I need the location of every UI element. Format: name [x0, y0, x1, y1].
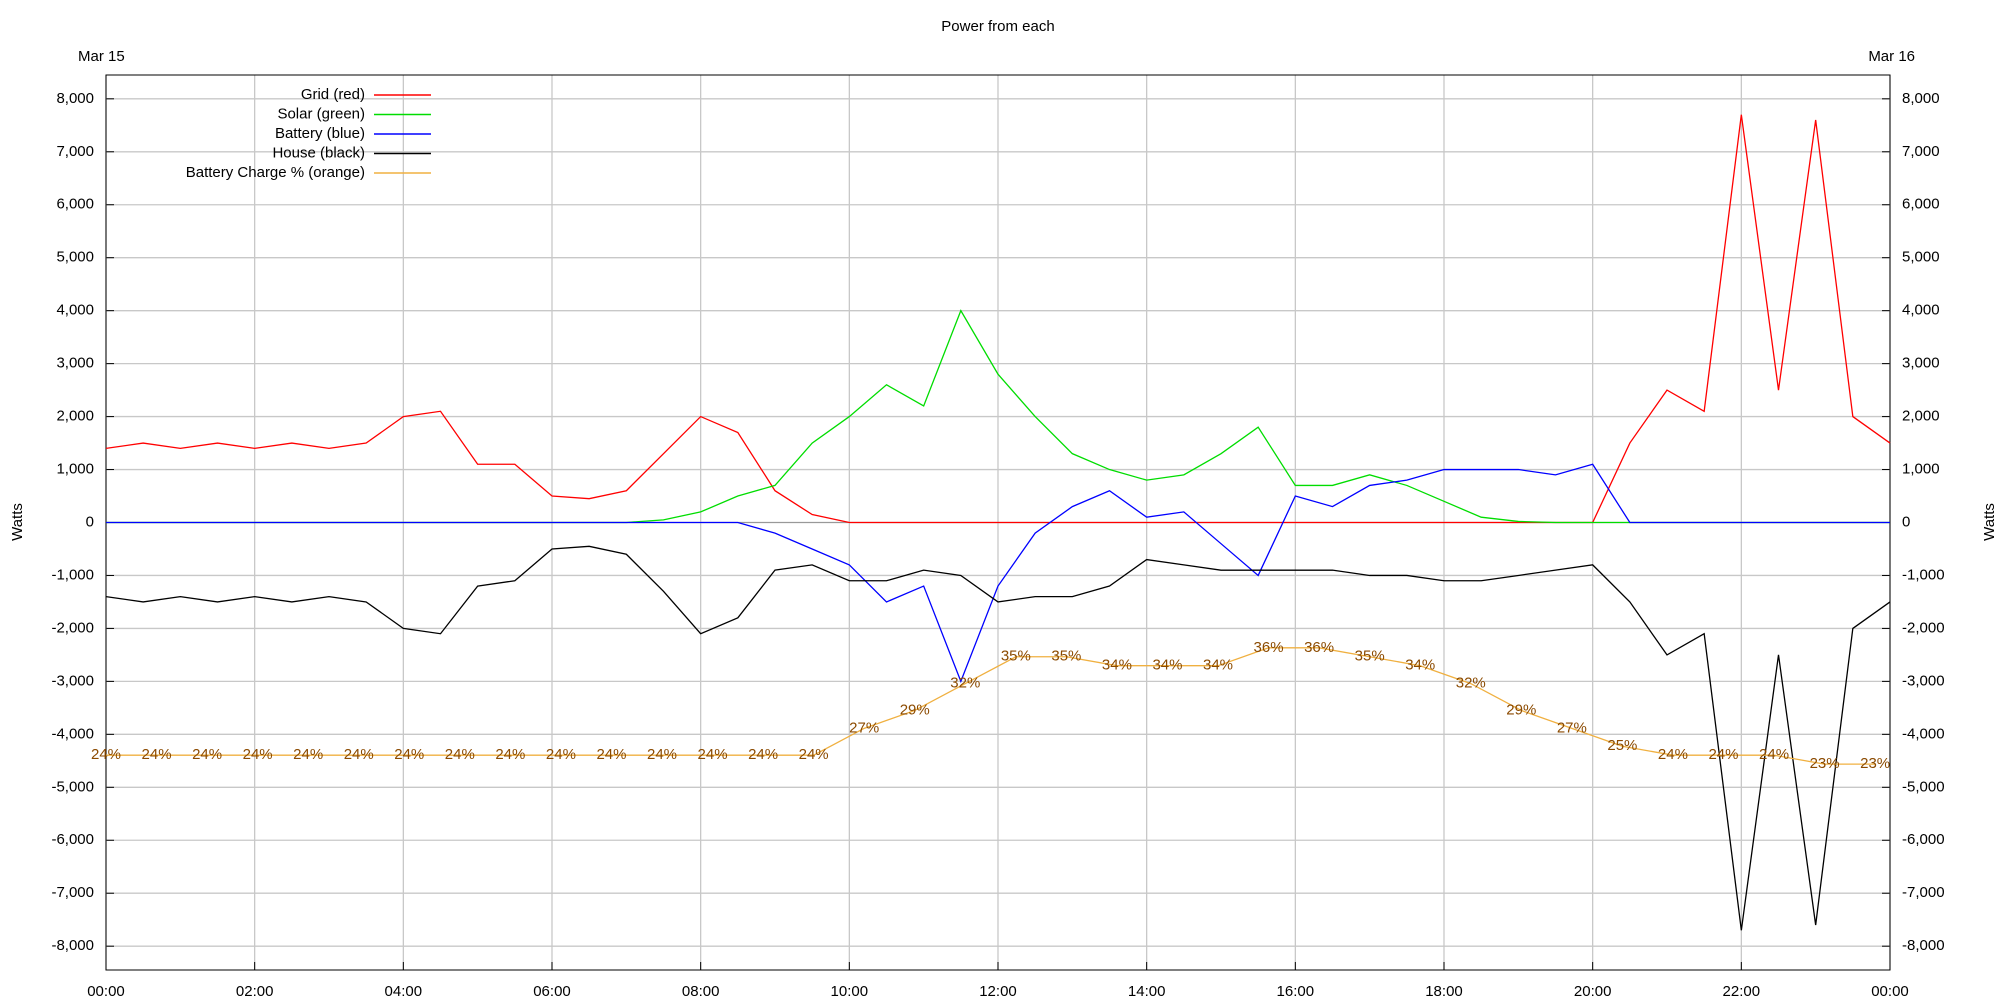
y2-tick-label: 5,000	[1902, 249, 1940, 266]
x-tick-label: 00:00	[1871, 983, 1909, 1000]
x-tick-label: 20:00	[1574, 983, 1612, 1000]
value-label: 27%	[849, 719, 879, 736]
y-tick-label: 0	[86, 513, 94, 530]
value-label: 36%	[1254, 639, 1284, 656]
series-line	[106, 463, 1890, 684]
y-tick-label: -1,000	[51, 566, 94, 583]
y2-tick-label: 0	[1902, 513, 1910, 530]
y-tick-label: -4,000	[51, 725, 94, 742]
y2-tick-label: -5,000	[1902, 778, 1945, 795]
value-label: 24%	[1708, 746, 1738, 763]
y2-tick-label: 8,000	[1902, 90, 1940, 107]
value-label: 24%	[546, 746, 576, 763]
y2-tick-label: -8,000	[1902, 937, 1945, 954]
value-label: 34%	[1405, 657, 1435, 674]
x-tick-label: 00:00	[87, 983, 125, 1000]
y-tick-label: -2,000	[51, 619, 94, 636]
y-tick-label: -6,000	[51, 831, 94, 848]
value-label: 23%	[1810, 755, 1840, 772]
value-label: 24%	[799, 746, 829, 763]
value-label: 24%	[1759, 746, 1789, 763]
y-tick-label: -3,000	[51, 672, 94, 689]
y2-tick-label: 2,000	[1902, 408, 1940, 425]
value-label: 24%	[243, 746, 273, 763]
legend-label: House (black)	[272, 144, 365, 161]
y2-axis-label: Watts	[1981, 503, 1998, 541]
value-label: 24%	[495, 746, 525, 763]
y-tick-label: 1,000	[56, 461, 94, 478]
y2-tick-label: 6,000	[1902, 196, 1940, 213]
y-axis-label: Watts	[9, 503, 26, 541]
y-tick-label: 4,000	[56, 302, 94, 319]
value-label: 23%	[1860, 755, 1890, 772]
value-label: 24%	[1658, 746, 1688, 763]
y2-tick-label: 3,000	[1902, 355, 1940, 372]
legend-label: Solar (green)	[277, 105, 365, 122]
y-tick-label: 8,000	[56, 90, 94, 107]
y-tick-label: 3,000	[56, 355, 94, 372]
x-tick-label: 10:00	[831, 983, 869, 1000]
series-line	[105, 545, 1891, 931]
value-label: 24%	[596, 746, 626, 763]
date-end: Mar 16	[1868, 48, 1915, 65]
y-tick-label: -8,000	[51, 937, 94, 954]
x-tick-label: 16:00	[1277, 983, 1315, 1000]
y2-tick-label: -4,000	[1902, 725, 1945, 742]
series-line	[106, 647, 1876, 765]
legend-label: Battery (blue)	[275, 125, 365, 142]
value-label: 36%	[1304, 639, 1334, 656]
value-label: 24%	[192, 746, 222, 763]
y2-tick-label: 7,000	[1902, 143, 1940, 160]
value-label: 24%	[142, 746, 172, 763]
value-label: 32%	[950, 675, 980, 692]
value-label: 24%	[445, 746, 475, 763]
y2-tick-label: 1,000	[1902, 461, 1940, 478]
y-tick-label: 6,000	[56, 196, 94, 213]
y-tick-label: 5,000	[56, 249, 94, 266]
x-tick-label: 04:00	[385, 983, 423, 1000]
date-start: Mar 15	[78, 48, 125, 65]
value-label: 32%	[1456, 675, 1486, 692]
y2-tick-label: -2,000	[1902, 619, 1945, 636]
value-label: 24%	[344, 746, 374, 763]
value-label: 35%	[1001, 648, 1031, 665]
y-tick-label: -7,000	[51, 884, 94, 901]
value-label: 24%	[293, 746, 323, 763]
x-tick-label: 14:00	[1128, 983, 1166, 1000]
value-label: 24%	[394, 746, 424, 763]
y2-tick-label: -6,000	[1902, 831, 1945, 848]
value-label: 24%	[91, 746, 121, 763]
x-tick-label: 08:00	[682, 983, 720, 1000]
y-tick-label: 2,000	[56, 408, 94, 425]
value-label: 27%	[1557, 719, 1587, 736]
y-tick-label: 7,000	[56, 143, 94, 160]
value-label: 24%	[698, 746, 728, 763]
value-label: 34%	[1102, 657, 1132, 674]
x-tick-label: 12:00	[979, 983, 1017, 1000]
value-label: 29%	[1506, 701, 1536, 718]
y2-tick-label: -3,000	[1902, 672, 1945, 689]
y-tick-label: -5,000	[51, 778, 94, 795]
y2-tick-label: 4,000	[1902, 302, 1940, 319]
value-label: 34%	[1152, 657, 1182, 674]
legend-label: Grid (red)	[301, 86, 365, 103]
value-label: 25%	[1607, 737, 1637, 754]
value-label: 29%	[900, 701, 930, 718]
value-label: 34%	[1203, 657, 1233, 674]
x-tick-label: 22:00	[1723, 983, 1761, 1000]
value-label: 24%	[748, 746, 778, 763]
x-tick-label: 02:00	[236, 983, 274, 1000]
x-tick-label: 18:00	[1425, 983, 1463, 1000]
y2-tick-label: -7,000	[1902, 884, 1945, 901]
legend-label: Battery Charge % (orange)	[186, 164, 365, 181]
value-label: 35%	[1051, 648, 1081, 665]
value-label: 35%	[1355, 648, 1385, 665]
value-label: 24%	[647, 746, 677, 763]
chart-title: Power from each	[941, 18, 1054, 35]
y2-tick-label: -1,000	[1902, 566, 1945, 583]
x-tick-label: 06:00	[533, 983, 571, 1000]
